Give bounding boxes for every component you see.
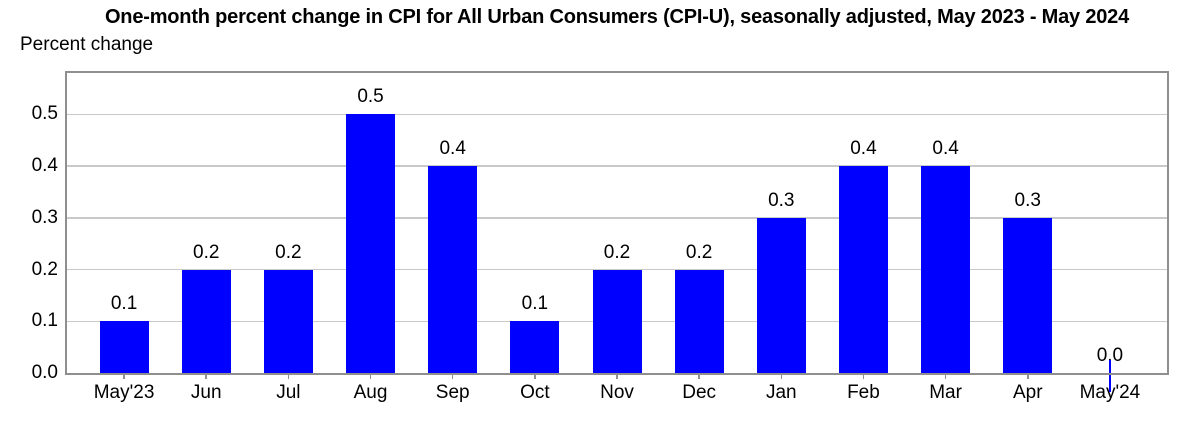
x-tick-label: Nov	[600, 382, 634, 403]
x-tick-mark	[534, 375, 536, 379]
x-tick-mark	[616, 375, 618, 379]
x-tick-mark	[205, 375, 207, 379]
bar-value-label: 0.5	[357, 86, 384, 108]
x-tick-mark	[862, 375, 865, 379]
bar-value-label: 0.1	[521, 293, 549, 315]
x-tick-label: May'23	[93, 382, 155, 403]
zero-bar-marker	[1109, 360, 1111, 392]
bar	[1003, 217, 1053, 373]
bar	[674, 269, 724, 373]
bar-value-label: 0.3	[1014, 189, 1041, 211]
x-tick-label: Jul	[276, 382, 301, 403]
bar	[592, 269, 642, 373]
x-tick-label: Dec	[682, 382, 717, 403]
bar	[181, 269, 231, 373]
x-tick-mark	[369, 375, 372, 379]
bar	[510, 321, 560, 373]
bar-value-label: 0.2	[193, 241, 220, 263]
x-tick-label: Sep	[435, 382, 470, 403]
bar-value-label: 0.0	[1096, 345, 1124, 366]
x-tick-mark	[123, 375, 125, 379]
bar	[838, 166, 888, 373]
x-tick-mark	[287, 375, 290, 379]
gridline	[67, 165, 1167, 167]
bar-value-label: 0.4	[932, 138, 959, 160]
gridline	[67, 113, 1167, 116]
plot-area: 0.1 May'23 0.2 Jun 0.2 Jul 0.5 Aug 0.4 Sep 0.1 Oct 0…	[67, 73, 1167, 403]
chart-title: One-month percent change in CPI for All …	[104, 6, 1130, 28]
y-tick-label: 0.2	[31, 258, 58, 280]
x-tick-label: Oct	[520, 382, 550, 403]
bar-value-label: 0.2	[275, 241, 302, 263]
bar-value-label: 0.1	[110, 293, 138, 315]
x-tick-label: Mar	[929, 382, 962, 403]
bar-value-label: 0.3	[768, 189, 795, 211]
x-tick-label: Jun	[190, 382, 222, 403]
x-tick-mark	[1027, 375, 1029, 379]
bar-value-label: 0.4	[850, 138, 877, 160]
bar	[428, 166, 478, 373]
bar	[756, 217, 806, 373]
x-tick-label: Jan	[765, 382, 797, 403]
x-tick-mark	[451, 375, 454, 379]
x-tick-label: Apr	[1012, 382, 1043, 403]
x-tick-label: Aug	[353, 382, 388, 403]
bar-value-label: 0.2	[685, 241, 713, 263]
bar	[263, 269, 313, 373]
bar	[921, 166, 971, 373]
y-tick-label: 0.3	[31, 206, 58, 228]
bar	[99, 321, 149, 373]
x-tick-label: May'24	[1079, 382, 1141, 403]
y-tick-label: 0.1	[31, 310, 58, 332]
y-axis-title: Percent change	[20, 34, 154, 55]
x-tick-mark	[944, 375, 947, 379]
x-tick-mark	[780, 375, 783, 379]
y-tick-label: 0.5	[31, 103, 58, 125]
bar-value-label: 0.2	[603, 241, 631, 263]
bar	[346, 114, 396, 373]
y-tick-label: 0.4	[31, 155, 58, 177]
y-tick-label: 0.0	[31, 362, 58, 383]
bar-value-label: 0.4	[439, 138, 466, 160]
x-tick-mark	[698, 375, 700, 379]
x-tick-label: Feb	[847, 382, 880, 403]
gridline	[67, 217, 1167, 219]
